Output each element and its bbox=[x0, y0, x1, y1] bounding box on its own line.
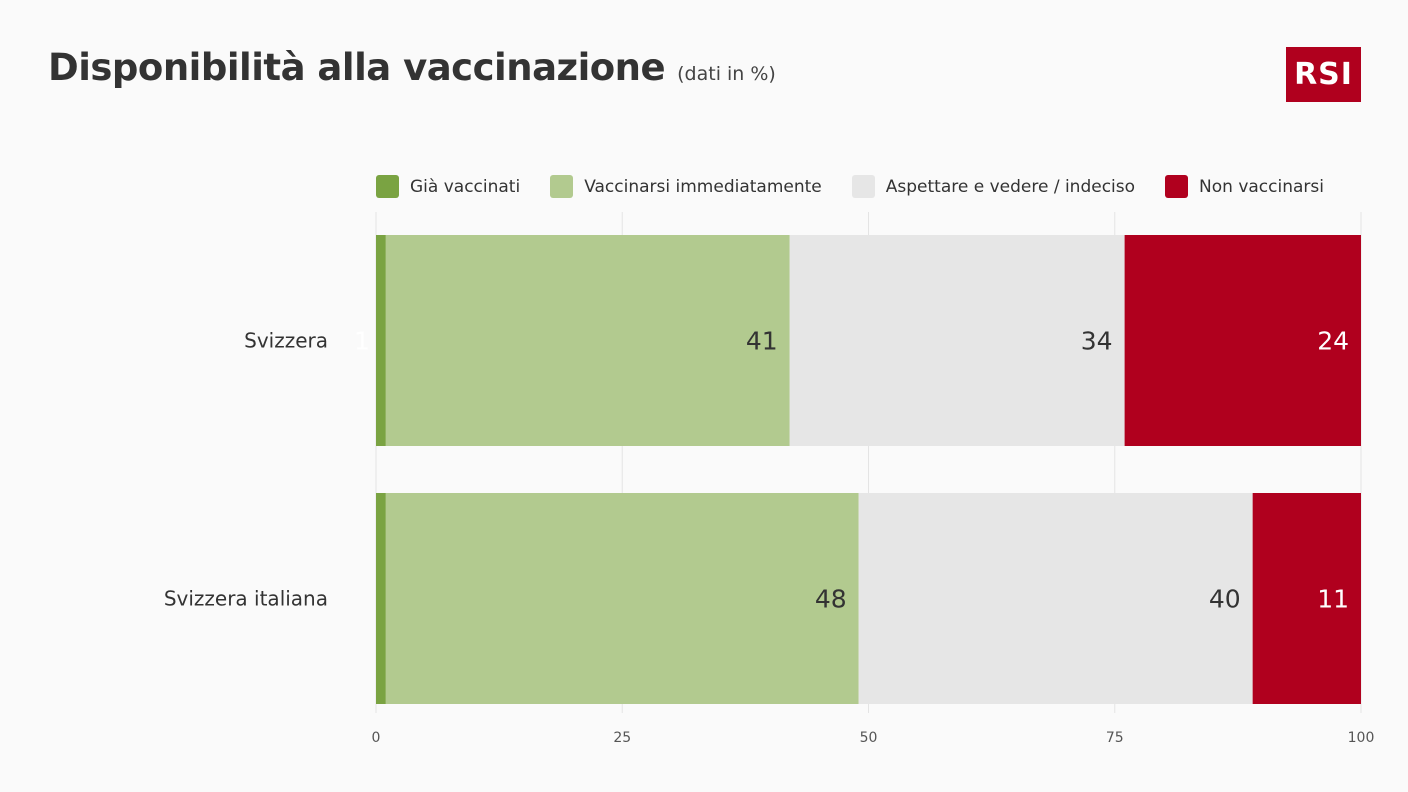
legend-item-gia-vaccinati: Già vaccinati bbox=[376, 175, 520, 198]
x-tick-label: 100 bbox=[1348, 730, 1375, 746]
data-label: 41 bbox=[746, 327, 778, 356]
legend-swatch bbox=[550, 175, 574, 198]
legend: Già vaccinati Vaccinarsi immediatamente … bbox=[376, 175, 1324, 198]
bar-segment bbox=[789, 235, 1125, 446]
data-label: 1 bbox=[354, 327, 370, 356]
category-label: Svizzera bbox=[244, 329, 328, 353]
x-tick-label: 75 bbox=[1106, 730, 1124, 746]
chart-title: Disponibilità alla vaccinazione bbox=[48, 46, 666, 89]
chart-subtitle: (dati in %) bbox=[677, 63, 776, 85]
data-label: 34 bbox=[1081, 327, 1113, 356]
bar-segment bbox=[1124, 235, 1361, 446]
x-tick-label: 25 bbox=[613, 730, 631, 746]
data-label: 48 bbox=[815, 585, 847, 614]
bar-segment bbox=[376, 493, 386, 704]
title-row: Disponibilità alla vaccinazione (dati in… bbox=[48, 46, 776, 89]
legend-label: Non vaccinarsi bbox=[1199, 176, 1324, 197]
legend-label: Già vaccinati bbox=[410, 176, 521, 197]
legend-item-non-vaccinarsi: Non vaccinarsi bbox=[1165, 175, 1324, 198]
bar-segment bbox=[385, 235, 790, 446]
rsi-logo: RSI bbox=[1286, 47, 1361, 102]
data-label: 24 bbox=[1317, 327, 1349, 356]
legend-swatch bbox=[851, 175, 875, 198]
bar-segment bbox=[376, 235, 386, 446]
category-label: Svizzera italiana bbox=[164, 587, 328, 611]
x-tick-label: 50 bbox=[860, 730, 878, 746]
bar-segment bbox=[1252, 493, 1361, 704]
legend-swatch bbox=[376, 175, 399, 198]
legend-label: Vaccinarsi immediatamente bbox=[584, 176, 822, 197]
bar-segment bbox=[385, 493, 859, 704]
legend-item-vaccinarsi-immediatamente: Vaccinarsi immediatamente bbox=[550, 175, 822, 198]
legend-item-aspettare: Aspettare e vedere / indeciso bbox=[851, 175, 1136, 198]
x-tick-label: 0 bbox=[372, 730, 381, 746]
data-label: 11 bbox=[1317, 585, 1349, 614]
data-label: 40 bbox=[1209, 585, 1241, 614]
legend-label: Aspettare e vedere / indeciso bbox=[885, 176, 1136, 197]
bar-segment bbox=[858, 493, 1253, 704]
legend-swatch bbox=[1165, 175, 1189, 198]
